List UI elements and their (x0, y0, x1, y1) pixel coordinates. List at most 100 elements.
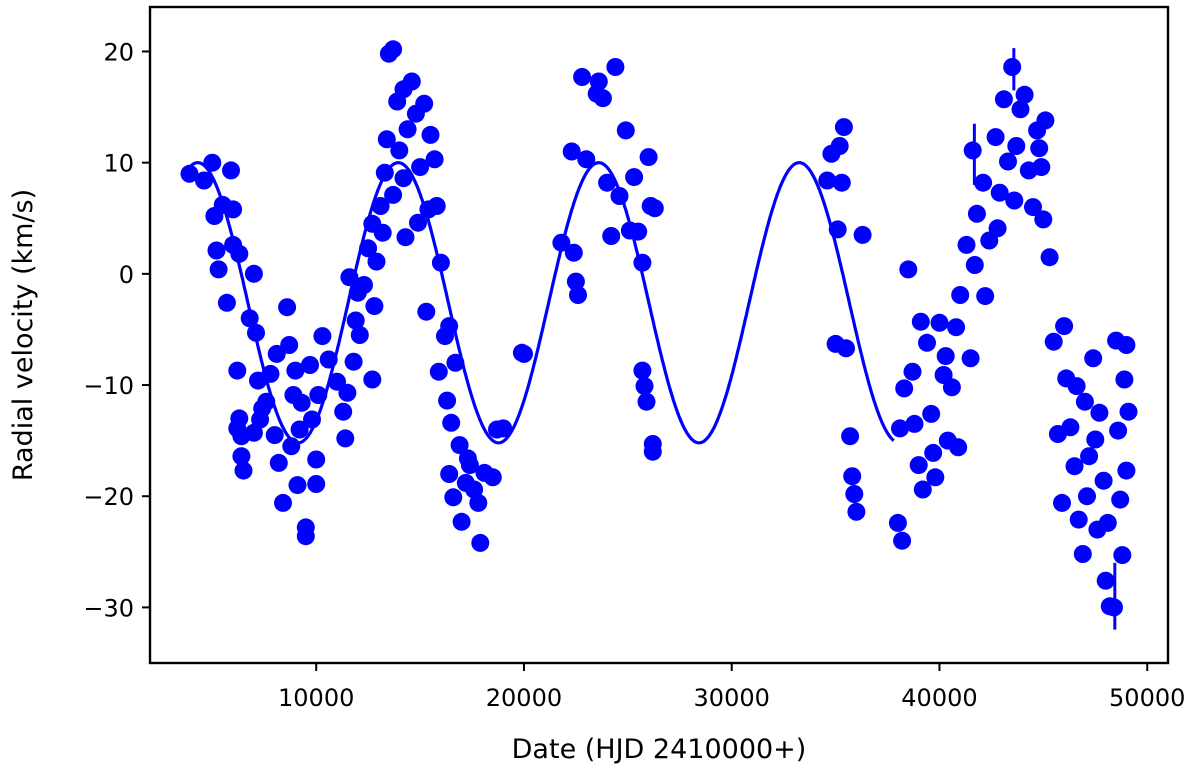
data-point (1090, 403, 1109, 422)
data-point (309, 386, 328, 404)
data-point (949, 438, 968, 457)
data-point (645, 199, 664, 218)
data-point (444, 488, 463, 507)
data-point (450, 436, 469, 455)
data-point (442, 413, 461, 432)
data-point (629, 222, 648, 241)
data-point (207, 241, 226, 260)
x-axis-ticks: 10000 20000 30000 40000 50000 (278, 663, 1185, 712)
data-point (1003, 58, 1022, 76)
data-point (942, 378, 961, 397)
data-point (203, 153, 222, 172)
data-point (967, 204, 986, 223)
data-point (1024, 198, 1042, 217)
data-point (1032, 158, 1051, 177)
data-point (830, 137, 849, 155)
x-tick-label: 40000 (901, 684, 977, 712)
data-point (244, 264, 263, 283)
data-point (639, 148, 658, 167)
data-point (278, 298, 297, 317)
data-point (569, 286, 587, 304)
data-point (633, 361, 652, 380)
data-point (913, 480, 932, 499)
data-point (396, 228, 415, 247)
data-point (1061, 418, 1080, 437)
data-point (924, 443, 943, 462)
data-point (1115, 370, 1134, 389)
data-point (818, 171, 837, 190)
data-point (180, 164, 199, 183)
data-point (552, 233, 571, 252)
data-point (845, 485, 864, 503)
data-point (365, 297, 384, 316)
data-point (469, 493, 488, 512)
data-point (296, 518, 315, 537)
data-point (269, 453, 288, 472)
data-point (290, 420, 309, 439)
data-point (1065, 457, 1084, 476)
data-point (891, 419, 909, 438)
data-point (301, 356, 319, 374)
data-point (961, 349, 980, 368)
data-point (224, 200, 243, 219)
data-point (373, 223, 392, 242)
data-point (390, 141, 409, 160)
data-point (903, 362, 922, 381)
data-point (483, 468, 502, 487)
data-point (267, 344, 286, 363)
data-point (230, 244, 249, 263)
data-point (348, 283, 367, 302)
data-point (637, 392, 656, 411)
data-point (999, 152, 1017, 171)
y-tick-label: −20 (83, 483, 134, 511)
y-tick-label: −10 (83, 372, 134, 400)
data-point (606, 58, 625, 76)
data-point (515, 344, 533, 363)
data-point (577, 150, 596, 169)
data-point (307, 475, 326, 493)
data-point (1011, 100, 1030, 119)
data-point (834, 118, 853, 137)
data-point (643, 442, 662, 461)
data-point (452, 512, 471, 531)
data-point (926, 468, 945, 487)
data-point (280, 336, 299, 354)
data-point (843, 467, 862, 486)
data-point (602, 227, 621, 245)
data-point (994, 90, 1013, 109)
data-point (438, 391, 457, 410)
data-point (1098, 513, 1117, 532)
data-point (419, 200, 438, 219)
data-point (195, 171, 213, 190)
model-curve (186, 161, 895, 445)
data-point (247, 323, 265, 342)
data-point (222, 161, 240, 180)
data-point (990, 183, 1009, 202)
data-point (1034, 210, 1053, 229)
data-point (261, 364, 280, 383)
data-point (1080, 447, 1099, 466)
data-point (562, 142, 581, 161)
x-tick-label: 50000 (1109, 684, 1185, 712)
data-point (265, 426, 284, 445)
data-point (384, 40, 403, 59)
y-tick-label: −30 (83, 594, 134, 622)
data-point (1113, 546, 1132, 565)
data-point (976, 287, 995, 306)
data-point (899, 260, 918, 279)
data-point (832, 173, 851, 192)
data-point (1119, 402, 1138, 421)
data-point (888, 513, 907, 532)
data-point (965, 256, 984, 274)
data-point (313, 327, 332, 346)
data-point (1094, 471, 1113, 490)
data-point (409, 213, 427, 232)
data-point (363, 370, 382, 389)
data-point (359, 239, 378, 258)
data-point (282, 437, 301, 456)
data-point (930, 313, 949, 332)
data-point (217, 293, 236, 312)
data-point (394, 169, 413, 188)
data-point (905, 414, 924, 433)
